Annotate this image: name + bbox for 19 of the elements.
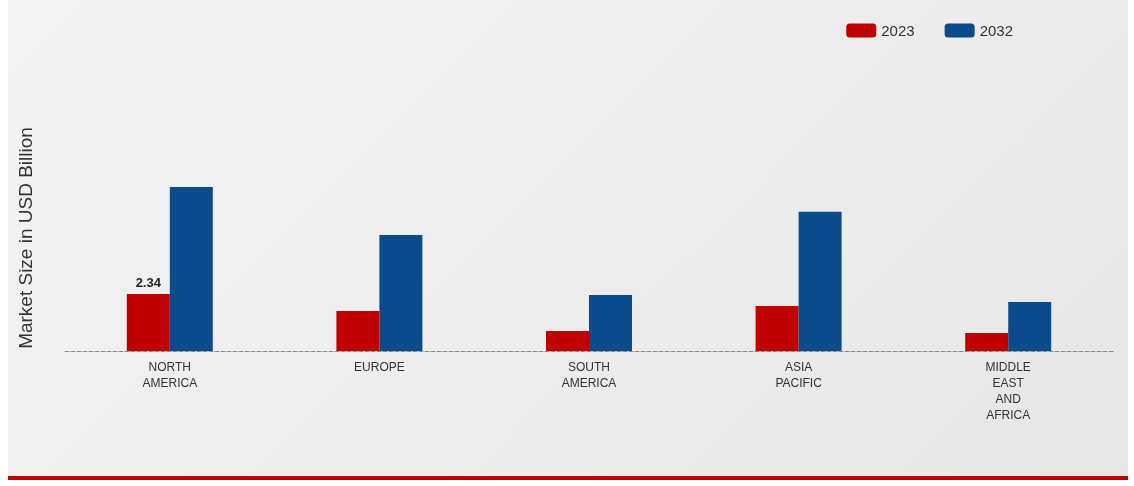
bar	[1008, 302, 1052, 351]
bar	[169, 187, 213, 351]
bar	[589, 294, 632, 351]
bar	[546, 331, 589, 351]
legend-label: 2032	[979, 22, 1014, 39]
bar	[126, 293, 170, 351]
bar	[755, 305, 799, 351]
x-tick-label: SOUTH AMERICA	[561, 360, 617, 390]
bar	[965, 332, 1009, 351]
x-tick-label: NORTH AMERICA	[142, 360, 198, 390]
bar	[379, 235, 423, 351]
bar	[798, 211, 842, 351]
x-tick-label: MIDDLE EAST AND AFRICA	[985, 360, 1031, 422]
x-tick-label: ASIA PACIFIC	[775, 360, 823, 390]
legend-label: 2023	[881, 22, 915, 39]
bar	[336, 311, 380, 351]
x-tick-label: EUROPE	[354, 360, 405, 374]
y-axis-title: Market Size in USD Billion	[15, 127, 36, 349]
data-label: 2.34	[135, 274, 162, 290]
